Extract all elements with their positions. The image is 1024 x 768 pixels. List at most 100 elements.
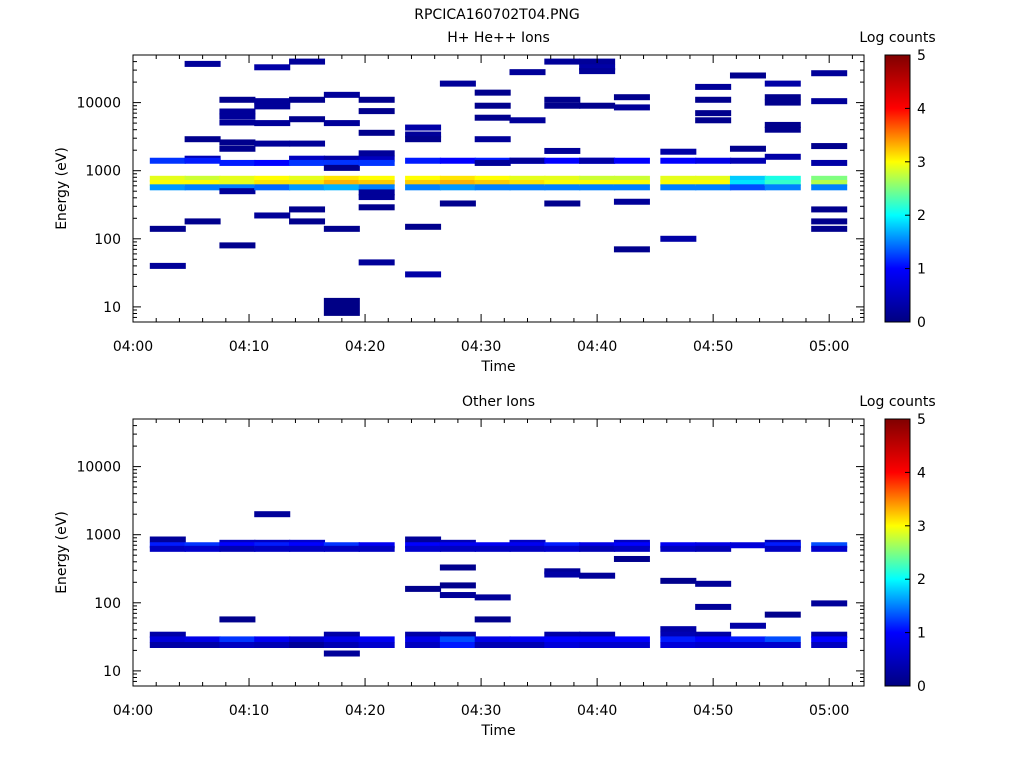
heatmap-cell bbox=[764, 184, 801, 191]
heatmap-cell bbox=[660, 179, 697, 186]
heatmap-cell bbox=[149, 642, 186, 649]
heatmap-cell bbox=[811, 642, 848, 649]
heatmap-cell bbox=[323, 155, 360, 162]
heatmap-cell bbox=[544, 642, 581, 649]
heatmap-cell bbox=[289, 116, 326, 123]
heatmap-cell bbox=[254, 184, 291, 191]
colorbar-tick-label: 5 bbox=[917, 412, 926, 428]
colorbar-tick-label: 0 bbox=[917, 679, 926, 695]
heatmap-cell bbox=[323, 175, 360, 182]
heatmap-cell bbox=[289, 642, 326, 649]
heatmap-cell bbox=[811, 175, 848, 182]
heatmap-cell bbox=[405, 636, 442, 643]
heatmap-cell bbox=[439, 200, 476, 207]
x-axis-label: Time bbox=[480, 723, 515, 739]
heatmap-cell bbox=[544, 542, 581, 549]
heatmap-cell bbox=[811, 184, 848, 191]
heatmap-cell bbox=[660, 184, 697, 191]
heatmap-cell bbox=[811, 600, 848, 607]
heatmap-cell bbox=[811, 631, 848, 638]
heatmap-cell bbox=[405, 223, 442, 230]
heatmap-cell bbox=[254, 64, 291, 71]
heatmap-cell bbox=[695, 157, 732, 164]
colorbar-label: Log counts bbox=[859, 30, 935, 46]
heatmap-cell bbox=[405, 542, 442, 549]
heatmap-cell bbox=[579, 572, 616, 579]
heatmap-cell bbox=[613, 94, 650, 101]
x-tick-label: 05:00 bbox=[809, 339, 849, 355]
heatmap-cell bbox=[149, 157, 186, 164]
colorbar-tick-label: 4 bbox=[917, 101, 926, 117]
colorbar-tick-label: 5 bbox=[917, 48, 926, 64]
heatmap-cell bbox=[509, 642, 546, 649]
heatmap-cell bbox=[219, 542, 256, 549]
heatmap-cell bbox=[613, 175, 650, 182]
heatmap-cell bbox=[149, 184, 186, 191]
heatmap-cell bbox=[811, 98, 848, 105]
y-axis-label: Energy (eV) bbox=[54, 147, 70, 230]
heatmap-cell bbox=[254, 175, 291, 182]
heatmap-cell bbox=[323, 159, 360, 166]
heatmap-cell bbox=[474, 636, 511, 643]
heatmap-cell bbox=[323, 542, 360, 549]
heatmap-cell bbox=[613, 545, 650, 552]
heatmap-cell bbox=[579, 545, 616, 552]
heatmap-cell bbox=[695, 96, 732, 103]
heatmap-cell bbox=[289, 140, 326, 147]
heatmap-cell bbox=[358, 259, 395, 266]
heatmap-cell bbox=[289, 179, 326, 186]
heatmap-cell bbox=[729, 184, 766, 191]
heatmap-cell bbox=[149, 636, 186, 643]
heatmap-cell bbox=[405, 131, 442, 138]
heatmap-cell bbox=[254, 511, 291, 518]
y-tick-label: 1000 bbox=[85, 164, 121, 180]
heatmap-cell bbox=[439, 184, 476, 191]
colorbar-tick-label: 0 bbox=[917, 315, 926, 331]
heatmap-cell bbox=[358, 545, 395, 552]
colorbar bbox=[884, 54, 911, 323]
x-axis-label: Time bbox=[480, 359, 515, 375]
heatmap-cell bbox=[358, 96, 395, 103]
heatmap-cell bbox=[509, 184, 546, 191]
heatmap-cell bbox=[254, 103, 291, 110]
heatmap-cell bbox=[149, 175, 186, 182]
heatmap-cell bbox=[439, 631, 476, 638]
heatmap-cell bbox=[729, 157, 766, 164]
panel-title: Other Ions bbox=[462, 394, 535, 410]
heatmap-cell bbox=[613, 636, 650, 643]
heatmap-cell bbox=[219, 119, 256, 126]
heatmap-cell bbox=[184, 184, 221, 191]
heatmap-cell bbox=[439, 636, 476, 643]
colorbar-tick-label: 1 bbox=[917, 626, 926, 642]
heatmap-cell bbox=[289, 155, 326, 162]
heatmap-cell bbox=[289, 545, 326, 552]
heatmap-cell bbox=[764, 179, 801, 186]
heatmap-cell bbox=[474, 136, 511, 143]
heatmap-cell bbox=[149, 542, 186, 549]
plot-frame bbox=[132, 418, 865, 687]
heatmap-cell bbox=[289, 96, 326, 103]
heatmap-cell bbox=[323, 120, 360, 127]
heatmap-cell bbox=[544, 147, 581, 154]
heatmap-cell bbox=[509, 636, 546, 643]
heatmap-cell bbox=[544, 157, 581, 164]
heatmap-cell bbox=[660, 631, 697, 638]
heatmap-cell bbox=[405, 536, 442, 543]
heatmap-cell bbox=[219, 113, 256, 120]
heatmap-cell bbox=[695, 580, 732, 587]
heatmap-cell bbox=[729, 179, 766, 186]
heatmap-cell bbox=[254, 636, 291, 643]
colorbar-tick-label: 3 bbox=[917, 519, 926, 535]
heatmap-cell bbox=[729, 72, 766, 79]
heatmap-cell bbox=[544, 179, 581, 186]
heatmap-cell bbox=[613, 184, 650, 191]
x-tick-label: 04:30 bbox=[461, 703, 501, 719]
y-axis-label: Energy (eV) bbox=[54, 511, 70, 594]
heatmap-cell bbox=[405, 642, 442, 649]
heatmap-cell bbox=[323, 184, 360, 191]
heatmap-cell bbox=[509, 117, 546, 124]
heatmap-cell bbox=[219, 139, 256, 146]
heatmap-cell bbox=[544, 631, 581, 638]
colorbar-label: Log counts bbox=[859, 394, 935, 410]
